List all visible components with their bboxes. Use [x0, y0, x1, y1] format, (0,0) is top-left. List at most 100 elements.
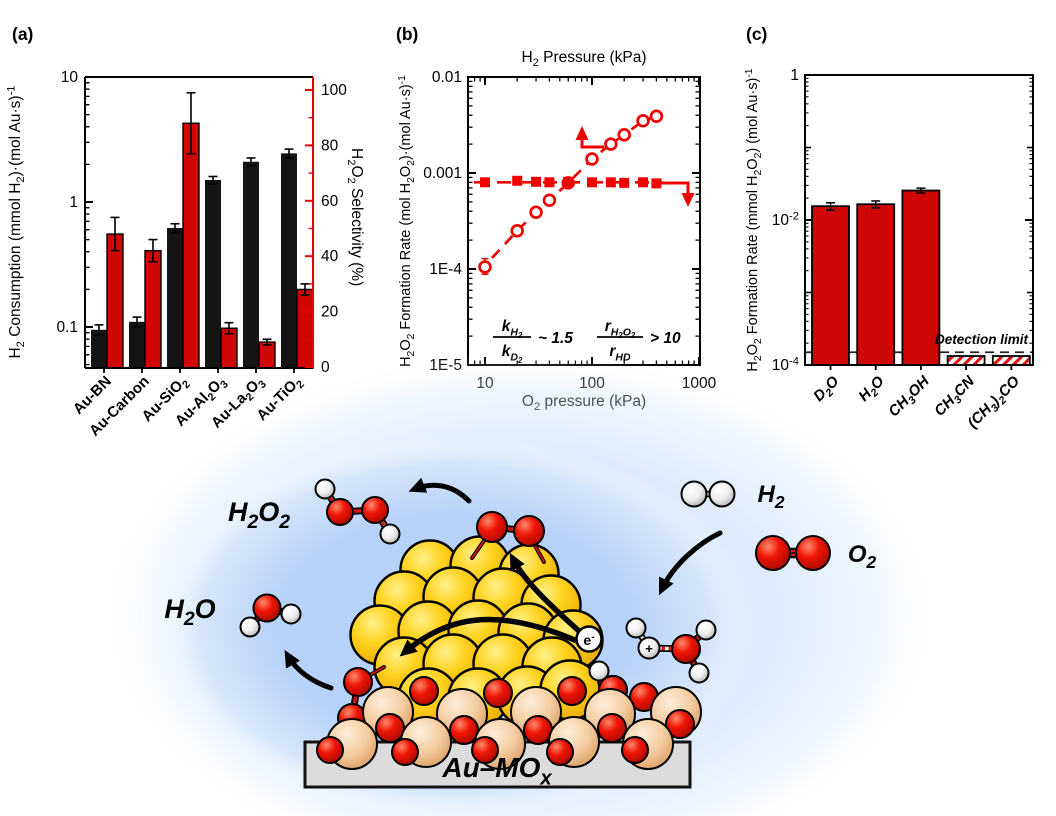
oxygen-atom [361, 496, 389, 524]
data-point-circle [617, 128, 631, 142]
lattice-oxygen-atom [449, 715, 479, 745]
oxygen-atom [343, 667, 373, 697]
arrow-h2-in [658, 530, 723, 596]
y-tick-label: 10-4 [772, 356, 799, 374]
lattice-oxygen-atom [483, 678, 513, 708]
oxygen-atom [755, 535, 791, 571]
hydrogen-atom [708, 480, 736, 508]
lattice-oxygen-atom [409, 676, 439, 706]
bar-h2-consumption [243, 161, 259, 368]
bar-h2-consumption [129, 321, 145, 368]
hydrogen-atom [680, 480, 708, 508]
annotation-denominator: rHD [609, 343, 631, 363]
bar-h2o2-selectivity [106, 233, 124, 369]
hydrogen-atom [588, 660, 610, 682]
bar-h2-consumption [91, 329, 107, 368]
bar-solid [901, 189, 941, 366]
right-tick-label: 60 [321, 193, 339, 210]
y-tick-label: 1E-4 [429, 261, 462, 278]
lattice-oxygen-atom [391, 738, 419, 766]
right-tick-label: 20 [321, 304, 339, 321]
right-tick-label: 80 [321, 137, 339, 154]
left-tick-label: 1 [69, 194, 78, 211]
data-point-square [512, 175, 523, 186]
arrow-electron-up [509, 552, 582, 634]
lattice-oxygen-atom [665, 709, 695, 739]
up-arrow [575, 126, 604, 149]
data-point-circle [529, 205, 543, 220]
bond [471, 537, 487, 559]
plus-charge-label: + [645, 641, 653, 656]
oxygen-atom [795, 535, 831, 571]
panel-a-chart: (a)Au-BNAu-CarbonAu-SiO2Au-Al2O3Au-La2O3… [6, 24, 365, 440]
data-point-square [544, 177, 555, 188]
h2-label: H2 [758, 481, 785, 512]
arrow-electron-left [399, 616, 580, 657]
lattice-oxygen-atom [621, 736, 649, 764]
lattice-oxygen-atom [316, 736, 344, 764]
lattice-oxygen-atom [375, 713, 405, 743]
annotation-numerator: rH2O2 [605, 318, 636, 340]
hydrogen-atom [314, 478, 336, 500]
y-tick-label: 0.01 [432, 69, 462, 86]
support-label: Au–MOx [441, 752, 552, 789]
right-tick-label: 0 [321, 359, 330, 376]
annotation-rhs: > 10 [650, 330, 681, 347]
o2-label: O2 [848, 541, 877, 572]
circles-trend-line [491, 114, 657, 259]
data-point-circle [585, 152, 599, 166]
hydrogen-atom [688, 662, 710, 684]
bar-h2o2-selectivity [182, 122, 200, 369]
lattice-oxygen-atom [597, 713, 627, 743]
oxygen-atom [252, 593, 282, 623]
arrow-h2o-out [284, 649, 334, 691]
hydronium-proton [637, 636, 661, 660]
bar-solid [811, 205, 850, 366]
bar-h2o2-selectivity [296, 288, 314, 369]
data-point-square [480, 177, 490, 188]
panel-c-label: (c) [746, 24, 767, 44]
data-point-circle [636, 114, 650, 128]
hydrogen-atom [280, 603, 302, 625]
data-point-square [605, 177, 616, 188]
data-point-circle [510, 224, 524, 238]
y-axis-title: H2O2 Formation Rate (mmol H2O2) (mol Au·… [744, 68, 764, 371]
bar-h2-consumption [281, 153, 297, 368]
data-point-circle [604, 137, 618, 151]
electron-badge [575, 625, 603, 653]
bar-hatched [991, 355, 1031, 366]
hydrogen-atom [625, 617, 647, 639]
top-axis-title: H2 Pressure (kPa) [521, 49, 646, 69]
panel-c-chart: (c)D2OH2OCH3OHCH3CN(CH3)2CO110-210-4Dete… [744, 24, 1034, 432]
hydrogen-atom [239, 616, 261, 638]
y-tick-label: 10-2 [772, 211, 799, 229]
data-point-circle [649, 109, 664, 124]
panel-a-label: (a) [12, 24, 33, 44]
annotation-numerator: kH2 [502, 318, 523, 340]
right-tick-label: 40 [321, 248, 339, 265]
category-label: D2O [810, 373, 844, 407]
bar-h2-consumption [167, 227, 183, 368]
data-point-square [638, 177, 649, 188]
hydrogen-atom [695, 619, 717, 641]
lattice-oxygen-atom [471, 736, 499, 764]
h2o2-label: H2O2 [228, 497, 290, 533]
data-point-square [563, 176, 574, 187]
category-label: H2O [855, 373, 889, 407]
bar-hatched [946, 355, 986, 366]
y-axis-title: H2O2 Formation Rate (mol H2O2)·(mol Au·s… [397, 75, 417, 367]
lattice-oxygen-atom [523, 715, 553, 745]
bar-h2o2-selectivity [258, 341, 276, 369]
bar-solid [856, 203, 896, 366]
down-arrow [660, 181, 695, 207]
electron-label: e- [583, 632, 594, 648]
data-point-circle [542, 193, 557, 208]
oxygen-atom [671, 634, 701, 664]
lattice-oxygen-atom [546, 738, 574, 766]
data-point-square [531, 176, 542, 187]
detection-limit-label: Detection limit [935, 332, 1029, 347]
category-label: CH3OH [885, 372, 935, 422]
